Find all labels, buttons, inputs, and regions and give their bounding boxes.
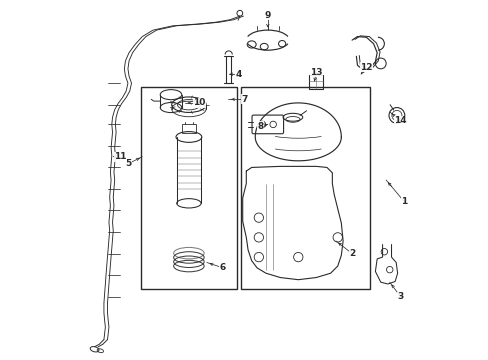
Text: 13: 13 [309,68,322,77]
Bar [182,125,196,134]
Text: 11: 11 [114,152,127,161]
Text: 10: 10 [193,98,205,107]
Text: 3: 3 [397,292,403,301]
Bar [308,75,323,89]
Bar [241,87,369,289]
Text: 8: 8 [257,122,263,131]
Text: 7: 7 [241,95,247,104]
Text: 5: 5 [124,159,131,168]
Text: 12: 12 [360,63,372,72]
Text: 9: 9 [264,10,270,19]
Text: 4: 4 [235,70,242,79]
Text: 14: 14 [393,116,406,125]
Text: 2: 2 [348,249,354,258]
Bar [140,87,237,289]
Text: 6: 6 [220,264,225,273]
Text: 1: 1 [400,197,407,206]
